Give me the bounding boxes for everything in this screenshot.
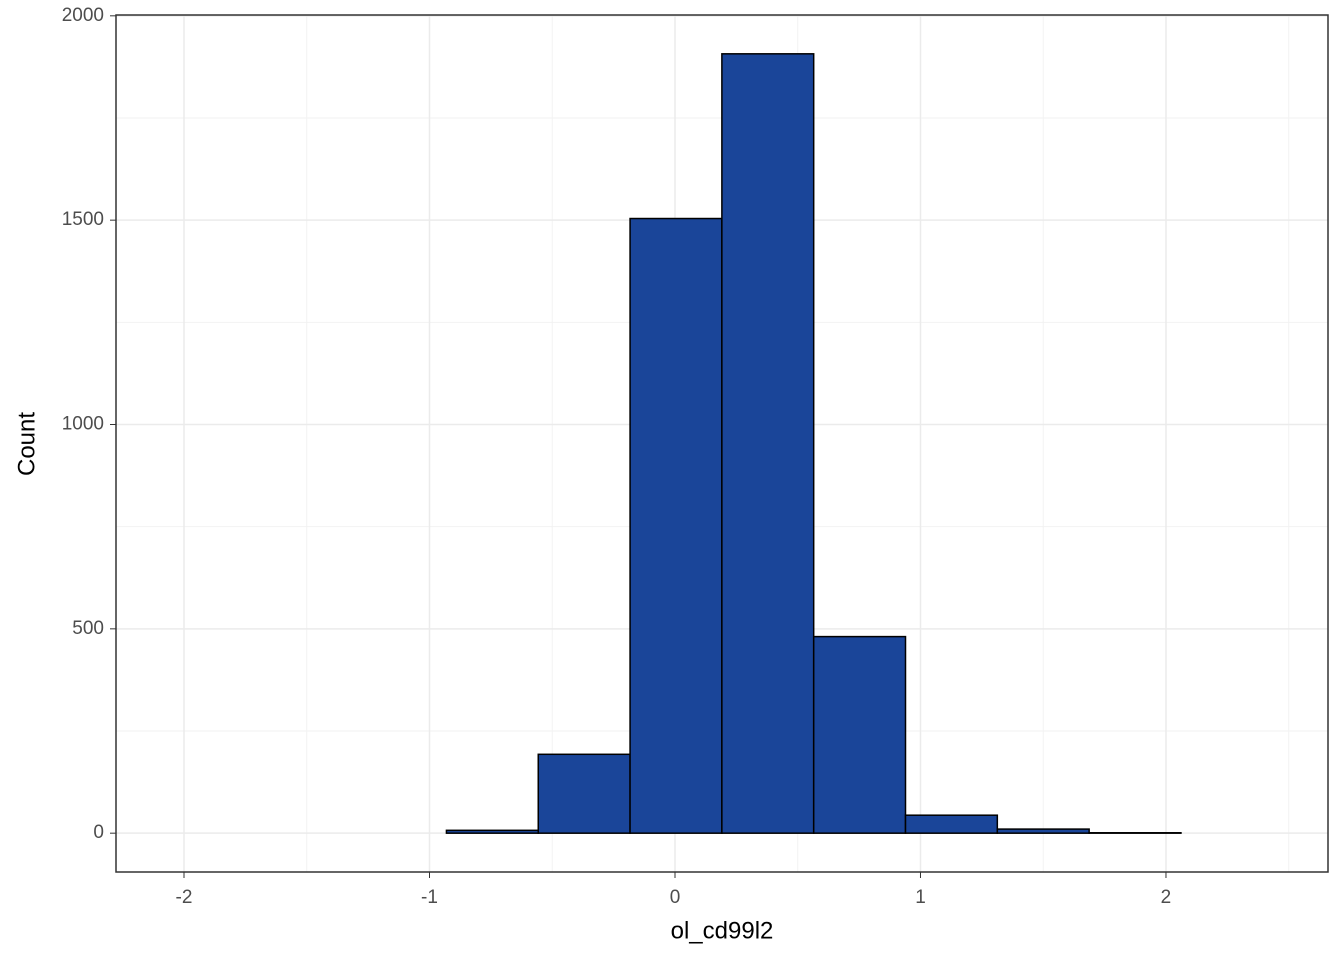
histogram-bar bbox=[904, 814, 999, 834]
histogram-bar bbox=[812, 635, 907, 834]
x-tick-label: -2 bbox=[176, 887, 193, 908]
panel-border bbox=[115, 14, 1329, 873]
y-tick-label: 2000 bbox=[62, 5, 104, 26]
y-axis-title: Count bbox=[13, 412, 40, 476]
x-tick-label: 0 bbox=[670, 887, 681, 908]
x-tick-label: 1 bbox=[915, 887, 926, 908]
histogram-bar bbox=[721, 53, 815, 834]
histogram-bar bbox=[537, 753, 631, 834]
y-tick-label: 0 bbox=[93, 822, 104, 843]
histogram-bar bbox=[445, 829, 539, 834]
histogram-bar bbox=[996, 828, 1090, 834]
y-tick-label: 500 bbox=[72, 618, 104, 639]
y-tick-label: 1500 bbox=[62, 209, 104, 230]
x-axis-title: ol_cd99l2 bbox=[671, 917, 774, 944]
y-tick-label: 1000 bbox=[62, 414, 104, 435]
x-tick-label: 2 bbox=[1161, 887, 1172, 908]
histogram-bar bbox=[629, 217, 723, 834]
x-tick-label: -1 bbox=[421, 887, 438, 908]
